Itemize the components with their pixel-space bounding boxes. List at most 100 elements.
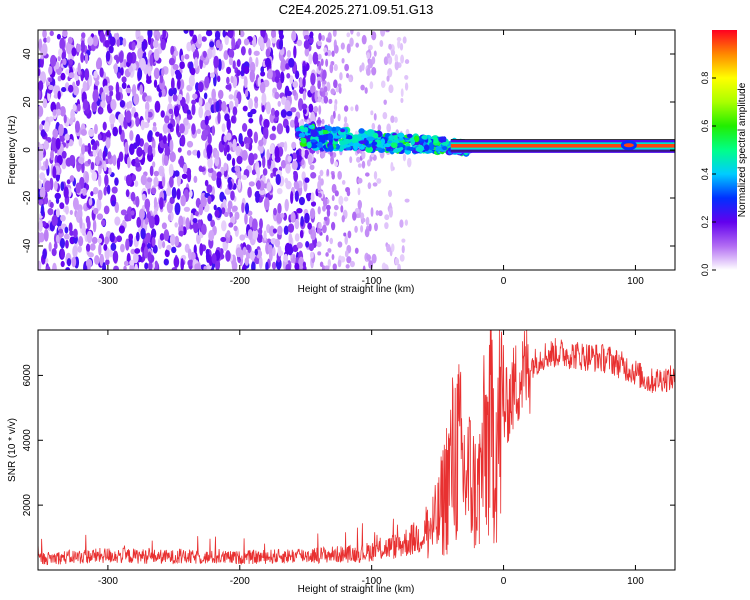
- noise-blob: [228, 100, 234, 110]
- noise-blob: [299, 77, 303, 88]
- noise-blob: [159, 74, 164, 84]
- noise-blob: [160, 38, 166, 51]
- noise-blob: [288, 57, 295, 68]
- noise-blob: [287, 223, 295, 233]
- noise-blob: [64, 205, 69, 215]
- noise-blob: [153, 48, 160, 61]
- noise-blob: [287, 243, 293, 256]
- noise-blob: [99, 67, 104, 78]
- noise-blob: [283, 141, 288, 152]
- noise-blob: [285, 263, 291, 270]
- noise-blob: [211, 88, 216, 101]
- noise-blob: [326, 49, 332, 57]
- noise-blob: [293, 182, 300, 190]
- noise-blob: [329, 237, 334, 245]
- noise-blob: [234, 211, 240, 220]
- noise-blob: [383, 99, 387, 105]
- noise-blob: [94, 123, 98, 135]
- noise-blob: [135, 195, 140, 208]
- noise-blob: [349, 37, 354, 47]
- noise-blob: [300, 215, 304, 227]
- noise-blob: [340, 256, 346, 263]
- noise-blob: [117, 113, 125, 124]
- noise-blob: [325, 234, 329, 242]
- noise-blob: [402, 153, 407, 162]
- noise-blob: [264, 127, 269, 140]
- noise-blob: [154, 260, 159, 270]
- noise-blob: [74, 120, 80, 133]
- carrier-core: [450, 144, 675, 148]
- noise-blob: [214, 258, 221, 270]
- noise-blob: [43, 140, 50, 151]
- signal-blob: [351, 137, 359, 144]
- noise-blob: [39, 123, 44, 132]
- noise-blob: [187, 248, 192, 260]
- noise-blob: [81, 32, 86, 39]
- colorbar-tick-label: 0.2: [700, 216, 710, 229]
- noise-blob: [49, 30, 54, 37]
- noise-blob: [269, 133, 276, 141]
- noise-blob: [177, 147, 182, 153]
- noise-blob: [347, 230, 352, 239]
- noise-blob: [271, 35, 277, 44]
- noise-blob: [360, 225, 364, 233]
- noise-blob: [337, 259, 342, 268]
- noise-blob: [371, 253, 377, 264]
- noise-blob: [128, 100, 133, 109]
- noise-blob: [388, 84, 394, 94]
- noise-blob: [139, 208, 145, 220]
- noise-blob: [152, 125, 157, 132]
- noise-blob: [121, 82, 127, 89]
- noise-blob: [105, 50, 111, 62]
- noise-blob: [77, 208, 83, 220]
- noise-blob: [404, 198, 410, 203]
- x-tick-label: -100: [362, 276, 382, 287]
- noise-blob: [404, 82, 409, 91]
- y-tick-label: -20: [22, 190, 33, 205]
- noise-blob: [294, 233, 300, 242]
- noise-blob: [332, 152, 337, 158]
- noise-blob: [183, 117, 189, 127]
- noise-blob: [156, 31, 161, 40]
- noise-blob: [263, 230, 267, 241]
- noise-blob: [103, 243, 108, 251]
- noise-blob: [79, 216, 83, 229]
- noise-blob: [93, 70, 98, 79]
- signal-blob: [392, 148, 400, 153]
- noise-blob: [164, 145, 171, 157]
- noise-blob: [217, 111, 221, 124]
- noise-blob: [362, 218, 366, 223]
- noise-blob: [344, 235, 348, 245]
- noise-blob: [357, 163, 362, 168]
- noise-blob: [140, 119, 145, 131]
- x-tick-label: 100: [627, 576, 644, 587]
- noise-blob: [48, 66, 53, 75]
- noise-blob: [131, 41, 136, 50]
- noise-blob: [223, 50, 229, 61]
- noise-blob: [178, 94, 183, 101]
- noise-blob: [91, 101, 98, 112]
- noise-blob: [291, 141, 297, 150]
- noise-blob: [230, 190, 235, 201]
- noise-blob: [63, 233, 70, 240]
- noise-blob: [304, 47, 310, 57]
- noise-blob: [278, 30, 284, 38]
- noise-blob: [223, 211, 229, 217]
- noise-blob: [98, 148, 103, 159]
- noise-blob: [376, 178, 382, 184]
- noise-blob: [51, 248, 57, 257]
- signal-blob: [310, 139, 317, 143]
- noise-blob: [42, 98, 48, 109]
- noise-blob: [187, 259, 194, 267]
- noise-blob: [166, 244, 172, 251]
- noise-blob: [154, 100, 161, 113]
- noise-blob: [65, 41, 73, 55]
- noise-blob: [67, 36, 73, 45]
- signal-blob: [387, 140, 393, 144]
- noise-blob: [323, 216, 328, 221]
- noise-blob: [81, 161, 85, 174]
- noise-blob: [180, 54, 185, 62]
- noise-blob: [87, 252, 94, 258]
- noise-blob: [283, 253, 289, 263]
